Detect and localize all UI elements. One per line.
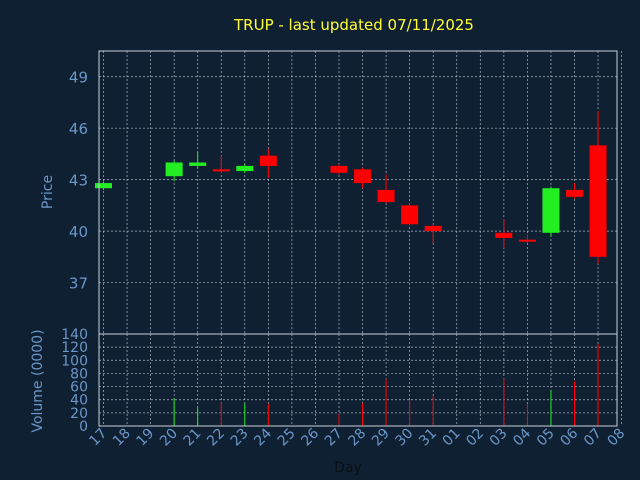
volume-axis-label: Volume (0000) [30, 329, 46, 432]
candle-body [566, 189, 583, 197]
volume-tick-label: 20 [70, 406, 88, 422]
candle-body [189, 162, 207, 166]
candle-body [165, 162, 183, 177]
volume-tick-label: 60 [70, 380, 88, 396]
candle-body [518, 239, 536, 242]
price-axis-label: Price [40, 175, 56, 209]
price-tick-label: 40 [69, 223, 88, 241]
candle-body [236, 165, 254, 172]
price-tick-labels: 37 40 43 46 49 [69, 69, 88, 293]
candle-body [401, 205, 419, 225]
candle-body [354, 169, 372, 184]
price-tick-label: 43 [69, 172, 88, 190]
volume-tick-label: 100 [61, 353, 88, 369]
x-axis-label: Day [334, 460, 362, 476]
candle-body [542, 188, 560, 233]
volume-bars [173, 343, 599, 426]
chart-title: TRUP - last updated 07/11/2025 [233, 16, 474, 34]
candle-body [259, 155, 277, 166]
x-tick-labels: 17 18 19 20 21 22 23 24 25 26 27 28 29 30 31 01 02 03 04 05… [86, 425, 628, 449]
candle-body [424, 225, 442, 232]
candle-body [377, 189, 395, 202]
price-tick-label: 37 [69, 275, 88, 293]
price-tick-label: 49 [69, 69, 88, 87]
volume-tick-label: 40 [70, 393, 88, 409]
candle-body [212, 169, 230, 172]
candle-body [95, 183, 112, 189]
volume-tick-label: 80 [70, 366, 88, 382]
volume-tick-label: 140 [61, 327, 88, 343]
price-tick-label: 46 [69, 120, 88, 138]
volume-panel-frame [98, 333, 618, 427]
candle-body [589, 145, 607, 257]
volume-tick-label: 120 [61, 340, 88, 356]
candle-body [330, 165, 348, 173]
candle-body [495, 232, 513, 238]
price-candles [95, 111, 607, 264]
volume-tick-label: 0 [79, 419, 88, 435]
